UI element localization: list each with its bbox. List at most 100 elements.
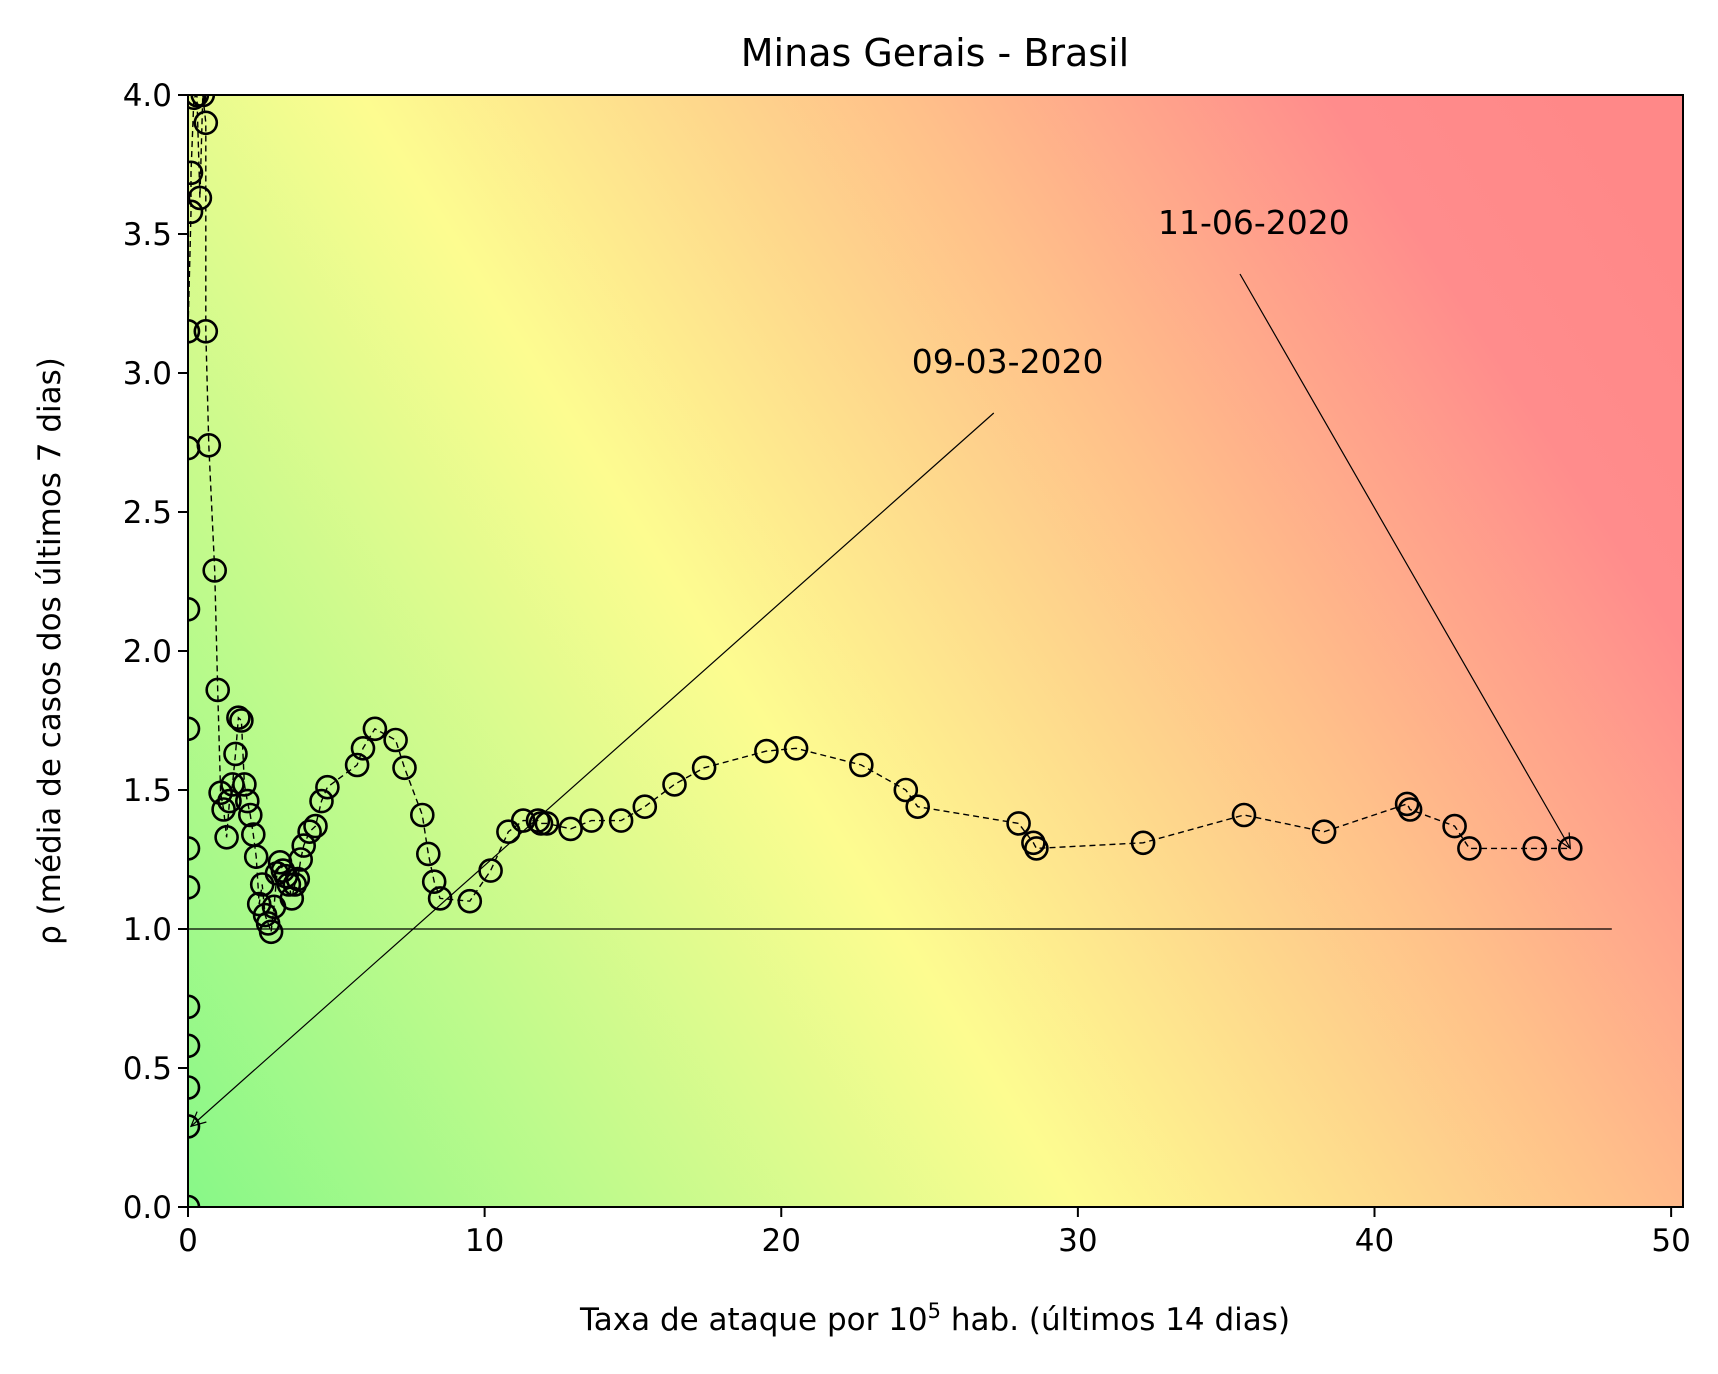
data-point (344, 752, 370, 778)
data-point (232, 772, 257, 797)
annotation-layer: 09-03-2020 11-06-2020 (189, 203, 1571, 1128)
y-tick-label: 2.5 (123, 495, 172, 531)
x-tick-label: 0 (178, 1223, 198, 1259)
data-point (662, 772, 687, 797)
chart-title: Minas Gerais - Brasil (741, 31, 1129, 75)
data-point (383, 727, 408, 753)
data-point (427, 886, 453, 911)
y-tick-label: 3.0 (123, 356, 172, 392)
annotation-label: 11-06-2020 (1158, 203, 1350, 242)
data-point (303, 813, 328, 839)
x-tick-label: 40 (1355, 1223, 1394, 1259)
series-line-layer (188, 95, 1571, 1207)
y-axis-ticks: 0.0 0.5 1.0 1.5 2.0 2.5 3.0 3.5 4.0 (123, 78, 188, 1226)
data-point (608, 808, 634, 833)
data-point (1457, 836, 1482, 861)
data-point (193, 318, 219, 344)
data-point (409, 802, 435, 828)
data-point (297, 819, 322, 845)
data-point (1130, 830, 1156, 856)
data-point (258, 919, 284, 945)
data-point (196, 432, 222, 458)
data-point (534, 811, 560, 836)
data-point (188, 160, 204, 186)
data-point (783, 735, 809, 761)
data-point (202, 558, 227, 583)
data-point (235, 788, 260, 814)
annotation-arrow (1239, 273, 1571, 849)
data-point (1442, 813, 1467, 839)
annotation-arrowhead (189, 1111, 207, 1128)
annotation-arrow (190, 412, 995, 1127)
y-axis-label: ρ (média de casos dos últimos 7 dias) (32, 357, 68, 945)
y-tick-label: 0.5 (123, 1051, 172, 1087)
data-point (188, 597, 201, 622)
data-point (309, 788, 334, 814)
data-point (188, 1033, 201, 1059)
data-point (217, 788, 242, 814)
data-point (362, 716, 388, 742)
x-tick-label: 10 (465, 1223, 504, 1259)
data-point (188, 994, 201, 1020)
data-point (188, 95, 210, 108)
series-dashed-line (188, 95, 1571, 1207)
y-tick-label: 1.5 (123, 773, 172, 809)
annotation-label: 09-03-2020 (912, 342, 1104, 381)
data-point (421, 869, 447, 895)
data-point (315, 774, 340, 800)
data-point (1522, 836, 1547, 861)
data-point (392, 755, 417, 781)
data-point (1311, 819, 1337, 845)
data-point (226, 705, 251, 731)
data-point (415, 841, 441, 867)
data-point (188, 95, 207, 111)
x-tick-label: 50 (1651, 1223, 1690, 1259)
data-point (223, 741, 248, 767)
annotation-arrowhead (1556, 832, 1571, 850)
data-point (243, 844, 269, 870)
y-tick-label: 3.5 (123, 217, 172, 253)
data-point (205, 677, 230, 703)
data-point (1397, 797, 1423, 822)
data-point (558, 816, 583, 842)
data-point (457, 888, 483, 914)
data-point (528, 811, 554, 836)
x-tick-label: 30 (1058, 1223, 1097, 1259)
data-point (188, 836, 201, 861)
data-point (282, 872, 308, 897)
data-point (754, 738, 779, 764)
data-point (190, 95, 216, 108)
data-point (291, 833, 317, 858)
data-point (350, 735, 376, 761)
data-point (1006, 811, 1031, 836)
data-point (893, 777, 919, 803)
data-point (905, 794, 931, 820)
data-point (691, 755, 717, 781)
data-point (238, 802, 263, 828)
data-point (1231, 802, 1257, 828)
y-tick-label: 2.0 (123, 634, 172, 670)
data-point (188, 199, 204, 225)
data-point (285, 866, 311, 892)
data-point (214, 824, 239, 850)
data-point (579, 808, 604, 833)
data-point (632, 794, 658, 820)
data-point (220, 772, 245, 797)
data-point (288, 847, 314, 872)
data-point (188, 319, 201, 344)
plot-background (188, 95, 1683, 1207)
data-point (1558, 836, 1583, 861)
x-axis-ticks: 0 10 20 30 40 50 (178, 1207, 1691, 1259)
data-point (848, 752, 874, 778)
data-point (188, 1075, 201, 1100)
x-tick-label: 20 (762, 1223, 801, 1259)
data-point (229, 708, 254, 733)
y-tick-label: 1.0 (123, 912, 172, 948)
data-point (193, 110, 219, 136)
x-axis-label: Taxa de ataque por 105 hab. (últimos 14 … (579, 1299, 1290, 1338)
y-tick-label: 4.0 (123, 78, 172, 114)
data-point (188, 1114, 201, 1139)
data-point (188, 875, 201, 900)
